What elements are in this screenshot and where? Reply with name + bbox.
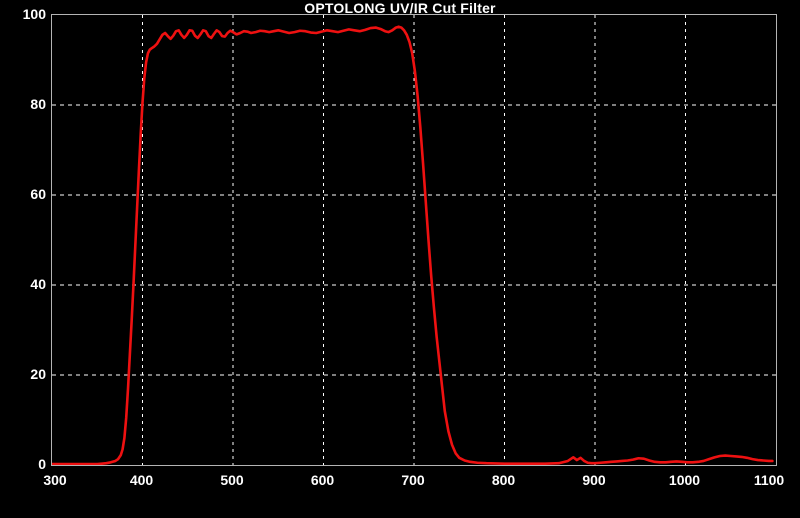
x-tick-label: 1100: [753, 472, 785, 488]
data-line-0: [52, 25, 774, 465]
x-tick-label: 700: [401, 472, 425, 488]
x-tick-label: 1000: [668, 472, 701, 488]
x-tick-label: 900: [582, 472, 606, 488]
y-tick-label: 40: [30, 276, 46, 292]
x-tick-label: 600: [310, 472, 335, 488]
x-tick-label: 400: [129, 472, 154, 488]
horizontal-gridlines: [52, 104, 776, 376]
y-axis-tick-labels: 0 20 40 60 80 100: [0, 0, 46, 518]
y-tick-label: 100: [22, 6, 46, 22]
series-lines: [52, 25, 774, 465]
y-tick-label: 20: [30, 366, 46, 382]
vertical-gridlines: [141, 15, 687, 465]
y-tick-label: 80: [30, 96, 46, 112]
y-tick-label: 0: [38, 456, 46, 472]
chart-title: OPTOLONG UV/IR Cut Filter: [304, 0, 496, 16]
y-tick-label: 60: [30, 186, 46, 202]
plot-area: [51, 14, 777, 466]
x-tick-label: 300: [43, 472, 67, 488]
x-tick-label: 800: [491, 472, 516, 488]
plot-svg: [52, 15, 776, 465]
x-tick-label: 500: [220, 472, 244, 488]
